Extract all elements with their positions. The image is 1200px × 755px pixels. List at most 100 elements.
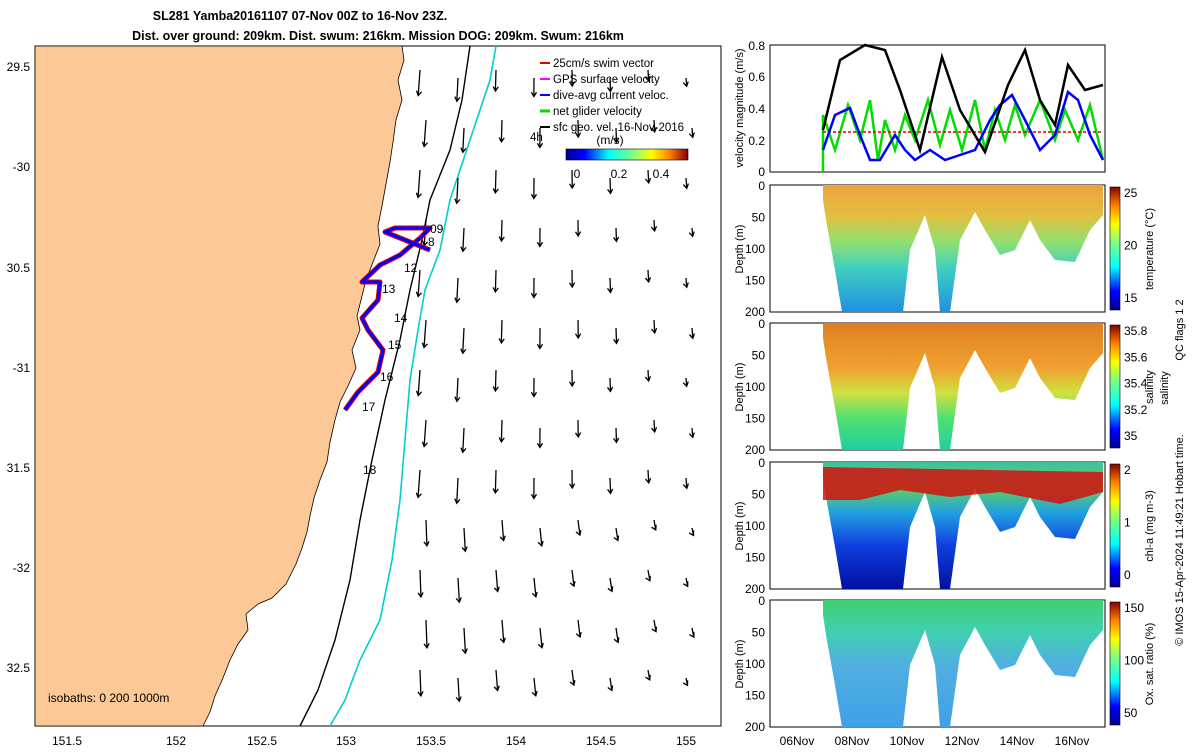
colorbar-label: Ox. sat. ratio (%)	[1144, 623, 1156, 706]
lat-ticks: 29.5 -30 30.5 -31 31.5 -32 32.5	[7, 60, 31, 675]
depth-tick: 200	[745, 443, 765, 457]
time-tick: 16Nov	[1055, 734, 1090, 748]
ytick: 0.6	[748, 70, 765, 84]
lat-tick: 31.5	[7, 461, 31, 475]
day-label: 14	[394, 311, 408, 325]
colorbar-tick: 0	[574, 167, 581, 181]
colorbar-label: salinity	[1144, 370, 1156, 404]
colorbar-tick: 35.2	[1124, 403, 1148, 417]
day-label: 12	[404, 261, 418, 275]
time-ticks: 06Nov 08Nov 10Nov 12Nov 14Nov 16Nov	[780, 734, 1090, 748]
colorbar-tick: 100	[1124, 654, 1144, 668]
depth-ylabel: Depth (m)	[734, 225, 746, 274]
lon-tick: 154.5	[586, 734, 616, 748]
day-label: 09	[430, 222, 444, 236]
colorbar-tick: 0	[1124, 568, 1131, 582]
depth-tick: 100	[745, 519, 765, 533]
colorbar-tick: 1	[1124, 516, 1131, 530]
colorbar-tick: 0.4	[653, 167, 670, 181]
title-line2: Dist. over ground: 209km. Dist. swum: 21…	[132, 29, 624, 43]
speed-colorbar	[566, 149, 688, 160]
depth-tick: 0	[758, 456, 765, 470]
colorbar-tick: 20	[1124, 239, 1138, 253]
title-line1: SL281 Yamba20161107 07-Nov 00Z to 16-Nov…	[153, 9, 447, 23]
depth-tick: 50	[752, 349, 766, 363]
colorbar-tick: 15	[1124, 291, 1138, 305]
depth-tick: 150	[745, 551, 765, 565]
depth-tick: 50	[752, 626, 766, 640]
ytick: 0.2	[748, 134, 765, 148]
day-label: 16	[380, 370, 394, 384]
colorbar-tick: 50	[1124, 706, 1138, 720]
colorbar-tick: 150	[1124, 601, 1144, 615]
lon-tick: 153	[336, 734, 356, 748]
colorbar-tick: 25	[1124, 186, 1138, 200]
colorbar-tick: 35.8	[1124, 324, 1148, 338]
lat-tick: 29.5	[7, 60, 31, 74]
colorbar-label: chl-a (mg m-3)	[1144, 490, 1156, 562]
lat-tick: -31	[13, 361, 31, 375]
time-tick: 06Nov	[780, 734, 815, 748]
depth-tick: 50	[752, 211, 766, 225]
ytick: 0.8	[748, 39, 765, 53]
depth-tick: 0	[758, 179, 765, 193]
lat-tick: -30	[13, 160, 31, 174]
colorbar-tick: 35	[1124, 429, 1138, 443]
day-label: 18	[363, 463, 377, 477]
depth-tick: 150	[745, 412, 765, 426]
time-tick: 08Nov	[835, 734, 870, 748]
copyright-label: © IMOS 15-Apr-2024 11:49:21 Hobart time.	[1174, 434, 1186, 646]
depth-tick: 0	[758, 594, 765, 608]
colorbar-tick: 0.2	[611, 167, 628, 181]
qc-flags-label: QC flags 1 2	[1174, 299, 1186, 360]
lon-ticks: 151.5 152 152.5 153 153.5 154 154.5 155	[52, 734, 696, 748]
depth-tick: 100	[745, 657, 765, 671]
day-label: 17	[362, 400, 376, 414]
lat-tick: 32.5	[7, 661, 31, 675]
legend-net-glider: net glider velocity	[553, 106, 642, 118]
colorbar-tick: 2	[1124, 463, 1131, 477]
depth-tick: 150	[745, 274, 765, 288]
depth-ylabel: Depth (m)	[734, 502, 746, 551]
time-tick: 10Nov	[890, 734, 925, 748]
panel-colorbar	[1110, 602, 1120, 725]
lon-tick: 152	[166, 734, 186, 748]
day-label: 8	[428, 235, 435, 249]
velocity-ylabel: velocity magnitude (m/s)	[734, 48, 746, 167]
depth-tick: 0	[758, 317, 765, 331]
lon-tick: 153.5	[416, 734, 446, 748]
depth-ylabel: Depth (m)	[734, 363, 746, 412]
lat-tick: -32	[13, 561, 31, 575]
panel-colorbar	[1110, 325, 1120, 448]
velocity-yticks: 0.8 0.6 0.4 0.2 0	[748, 39, 765, 179]
lon-tick: 155	[676, 734, 696, 748]
colorbar-tick: 35.6	[1124, 350, 1148, 364]
depth-tick: 50	[752, 488, 766, 502]
day-label: 15	[388, 338, 402, 352]
isobaths-label: isobaths: 0 200 1000m	[48, 691, 169, 705]
depth-tick: 100	[745, 242, 765, 256]
velocity-panel: 0.8 0.6 0.4 0.2 0 velocity magnitude (m/…	[734, 39, 1105, 179]
day-label: 13	[382, 282, 396, 296]
depth-tick: 200	[745, 720, 765, 734]
time-mark: 4h	[530, 132, 543, 144]
depth-tick: 150	[745, 689, 765, 703]
lat-tick: 30.5	[7, 261, 31, 275]
panel-colorbar	[1110, 187, 1120, 310]
legend-swim-vector: 25cm/s swim vector	[553, 58, 654, 70]
legend-gps-velocity: GPS surface velocity	[553, 74, 660, 86]
time-tick: 14Nov	[1000, 734, 1035, 748]
lon-tick: 151.5	[52, 734, 82, 748]
side-label-salinity: salinity	[1159, 371, 1171, 405]
colorbar-title: (m/s)	[596, 133, 623, 147]
ytick: 0.4	[748, 102, 765, 116]
panel-colorbar	[1110, 464, 1120, 587]
legend-dive-avg: dive-avg current veloc.	[553, 90, 669, 102]
ytick: 0	[758, 165, 765, 179]
colorbar-label: temperature (°C)	[1144, 208, 1156, 290]
